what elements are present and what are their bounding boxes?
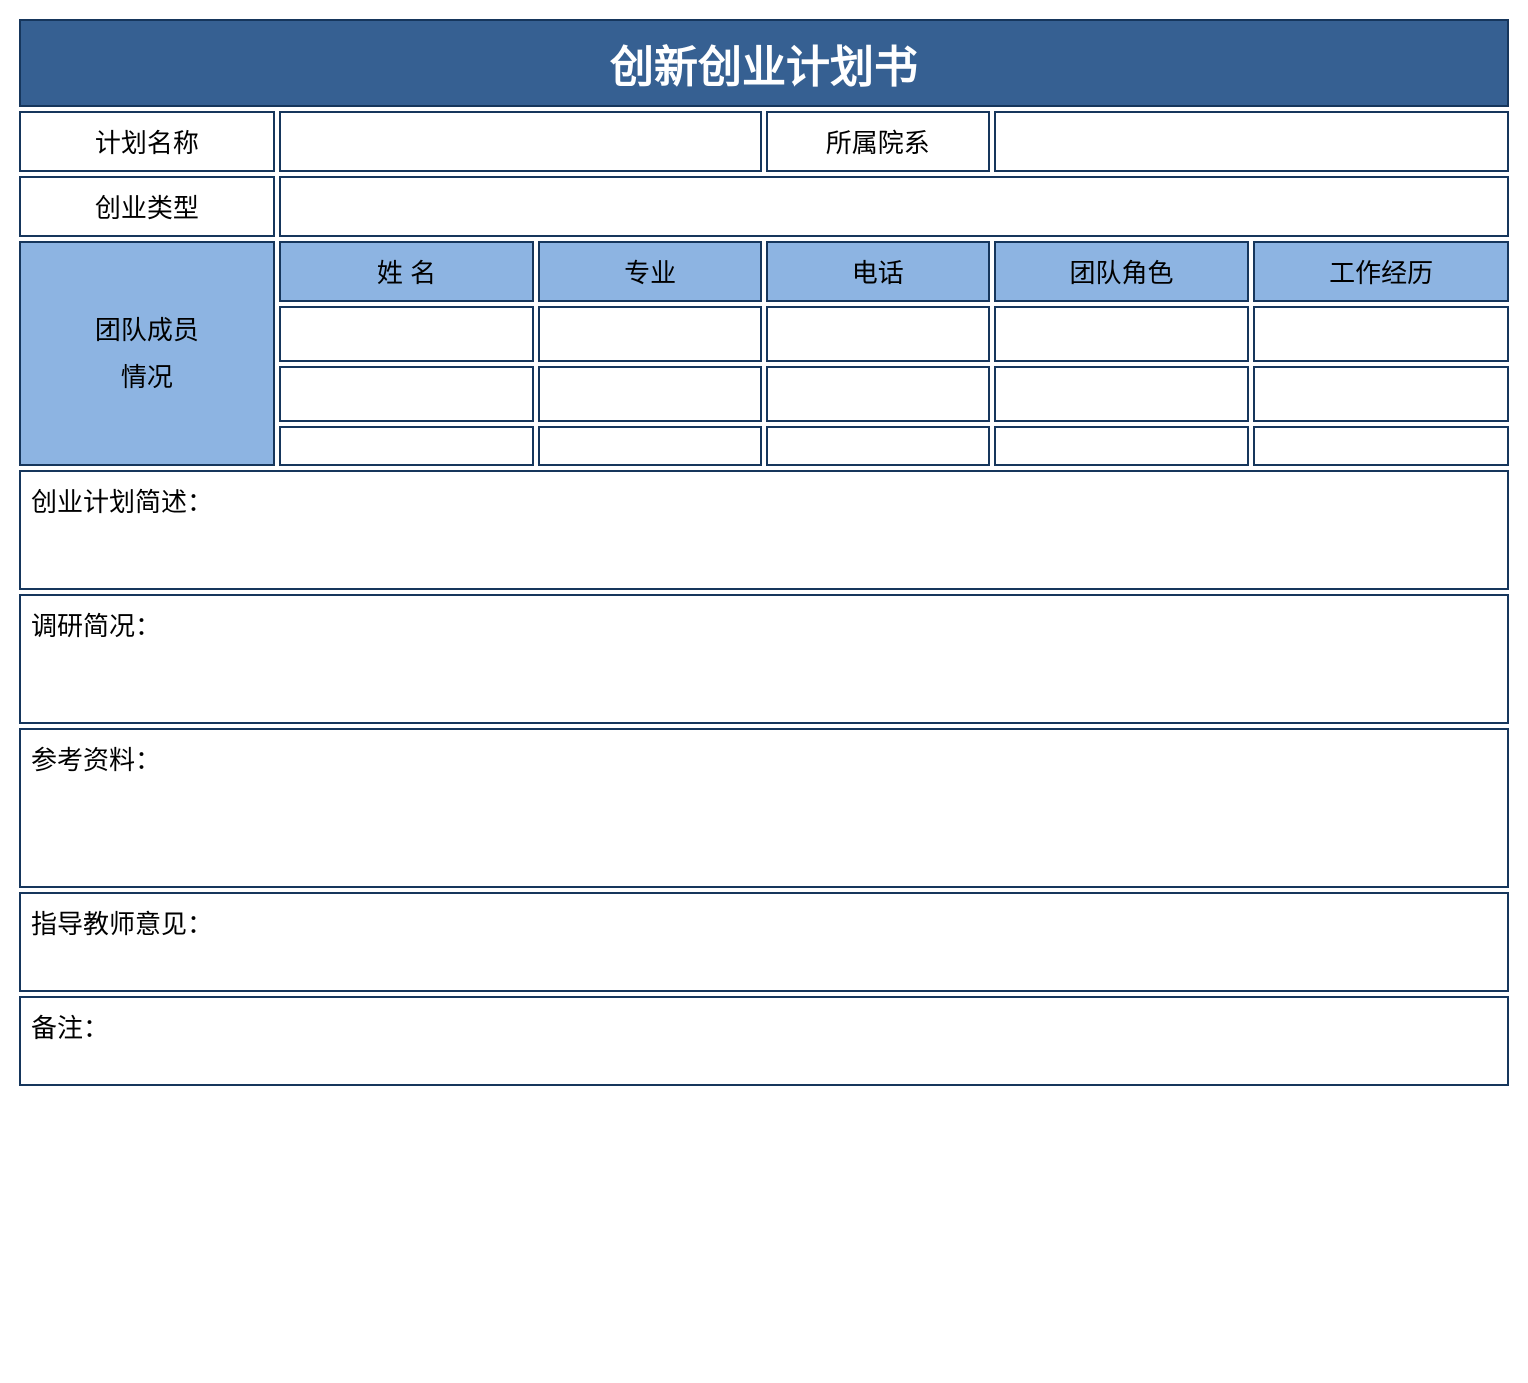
team-cell-name[interactable] xyxy=(279,426,535,466)
team-cell-major[interactable] xyxy=(538,306,762,362)
form-table: 创新创业计划书 计划名称 所属院系 创业类型 团队成员 情况 姓 名 专业 电话… xyxy=(15,15,1513,1090)
label-team-members: 团队成员 情况 xyxy=(19,241,275,466)
label-venture-type: 创业类型 xyxy=(19,176,275,237)
business-plan-form: 创新创业计划书 计划名称 所属院系 创业类型 团队成员 情况 姓 名 专业 电话… xyxy=(15,15,1513,1090)
input-venture-type[interactable] xyxy=(279,176,1509,237)
team-cell-major[interactable] xyxy=(538,366,762,422)
section-remarks[interactable]: 备注： xyxy=(19,996,1509,1086)
team-cell-role[interactable] xyxy=(994,306,1250,362)
team-cell-experience[interactable] xyxy=(1253,366,1509,422)
team-cell-role[interactable] xyxy=(994,426,1250,466)
team-cell-phone[interactable] xyxy=(766,426,990,466)
section-research-summary[interactable]: 调研简况： xyxy=(19,594,1509,724)
label-team-members-line2: 情况 xyxy=(121,362,173,392)
label-plan-name: 计划名称 xyxy=(19,111,275,172)
input-department[interactable] xyxy=(994,111,1509,172)
form-title: 创新创业计划书 xyxy=(19,19,1509,107)
col-name: 姓 名 xyxy=(279,241,535,302)
section-references[interactable]: 参考资料： xyxy=(19,728,1509,888)
team-cell-phone[interactable] xyxy=(766,306,990,362)
col-major: 专业 xyxy=(538,241,762,302)
input-plan-name[interactable] xyxy=(279,111,762,172)
team-cell-major[interactable] xyxy=(538,426,762,466)
label-team-members-line1: 团队成员 xyxy=(95,315,199,345)
team-cell-role[interactable] xyxy=(994,366,1250,422)
col-role: 团队角色 xyxy=(994,241,1250,302)
section-advisor-opinion[interactable]: 指导教师意见： xyxy=(19,892,1509,992)
col-experience: 工作经历 xyxy=(1253,241,1509,302)
col-phone: 电话 xyxy=(766,241,990,302)
team-cell-experience[interactable] xyxy=(1253,306,1509,362)
team-cell-name[interactable] xyxy=(279,306,535,362)
team-cell-experience[interactable] xyxy=(1253,426,1509,466)
team-cell-phone[interactable] xyxy=(766,366,990,422)
section-plan-summary[interactable]: 创业计划简述： xyxy=(19,470,1509,590)
team-cell-name[interactable] xyxy=(279,366,535,422)
label-department: 所属院系 xyxy=(766,111,990,172)
